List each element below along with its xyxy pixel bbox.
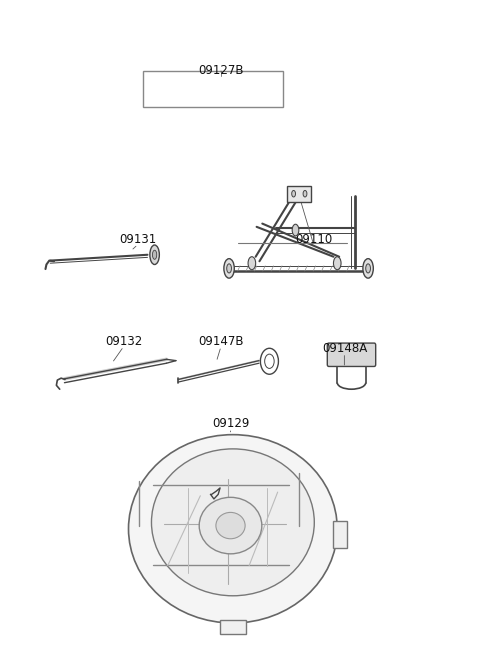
Text: 09147B: 09147B <box>198 335 244 348</box>
Text: 09131: 09131 <box>120 233 156 246</box>
Ellipse shape <box>199 497 262 554</box>
Ellipse shape <box>224 259 234 278</box>
Text: 09110: 09110 <box>295 233 332 246</box>
Ellipse shape <box>248 257 256 270</box>
Ellipse shape <box>216 512 245 539</box>
Ellipse shape <box>363 259 373 278</box>
Ellipse shape <box>152 449 314 596</box>
Ellipse shape <box>261 348 278 374</box>
Ellipse shape <box>264 354 274 368</box>
Ellipse shape <box>129 435 337 623</box>
Ellipse shape <box>334 257 341 270</box>
Ellipse shape <box>153 250 157 259</box>
Ellipse shape <box>227 264 231 273</box>
Ellipse shape <box>292 191 296 197</box>
Bar <box>288 186 311 202</box>
Ellipse shape <box>292 224 299 236</box>
Ellipse shape <box>303 191 307 197</box>
FancyBboxPatch shape <box>327 343 376 366</box>
Text: 09129: 09129 <box>212 417 249 430</box>
Bar <box>334 521 347 548</box>
Bar <box>143 71 283 107</box>
Bar <box>220 620 246 634</box>
Text: 09148A: 09148A <box>322 342 367 355</box>
Ellipse shape <box>150 245 159 265</box>
Text: 09132: 09132 <box>105 335 143 348</box>
Text: 09127B: 09127B <box>198 64 244 77</box>
Ellipse shape <box>366 264 371 273</box>
